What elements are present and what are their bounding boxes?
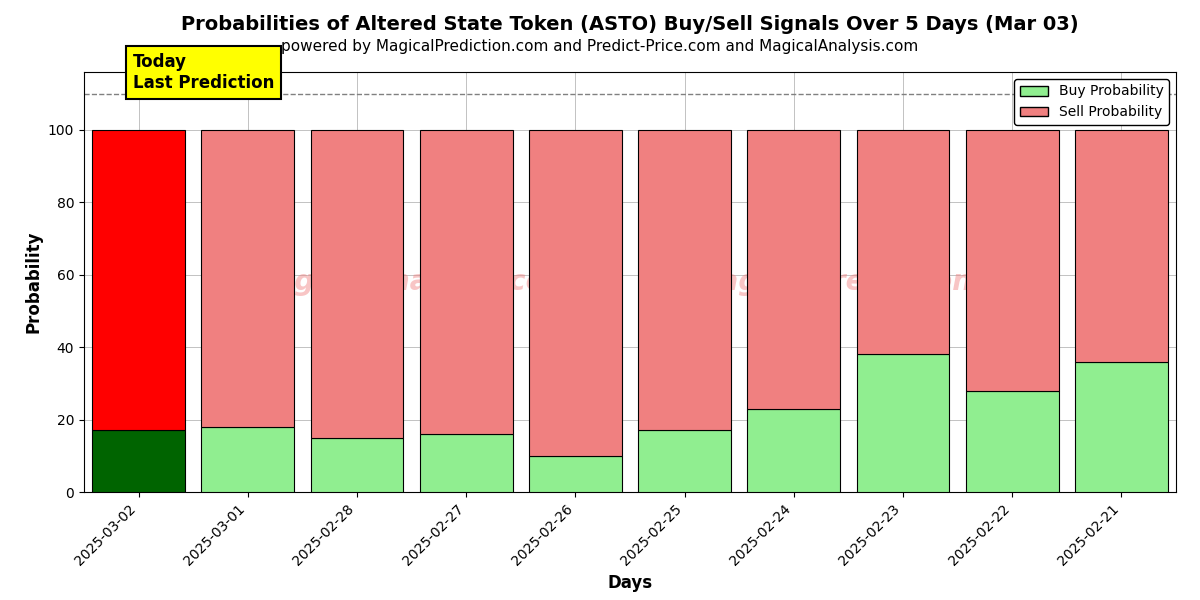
Bar	[311, 437, 403, 492]
Bar	[311, 130, 403, 437]
Y-axis label: Probability: Probability	[24, 231, 42, 333]
Bar	[92, 130, 185, 430]
Bar	[420, 434, 512, 492]
Bar	[420, 130, 512, 434]
Bar	[748, 409, 840, 492]
Bar	[638, 130, 731, 430]
Bar	[857, 355, 949, 492]
Bar	[638, 430, 731, 492]
Text: powered by MagicalPrediction.com and Predict-Price.com and MagicalAnalysis.com: powered by MagicalPrediction.com and Pre…	[281, 39, 919, 54]
Bar	[202, 427, 294, 492]
Bar	[748, 130, 840, 409]
Bar	[1075, 130, 1168, 362]
Bar	[857, 130, 949, 355]
Text: MagicalPrediction.com: MagicalPrediction.com	[692, 268, 1048, 296]
Legend: Buy Probability, Sell Probability: Buy Probability, Sell Probability	[1014, 79, 1169, 125]
Bar	[92, 430, 185, 492]
Title: Probabilities of Altered State Token (ASTO) Buy/Sell Signals Over 5 Days (Mar 03: Probabilities of Altered State Token (AS…	[181, 16, 1079, 34]
Bar	[202, 130, 294, 427]
Text: MagicalAnalysis.com: MagicalAnalysis.com	[248, 268, 575, 296]
Bar	[529, 456, 622, 492]
Bar	[966, 391, 1058, 492]
X-axis label: Days: Days	[607, 574, 653, 592]
Bar	[529, 130, 622, 456]
Bar	[1075, 362, 1168, 492]
Bar	[966, 130, 1058, 391]
Text: Today
Last Prediction: Today Last Prediction	[133, 53, 275, 92]
